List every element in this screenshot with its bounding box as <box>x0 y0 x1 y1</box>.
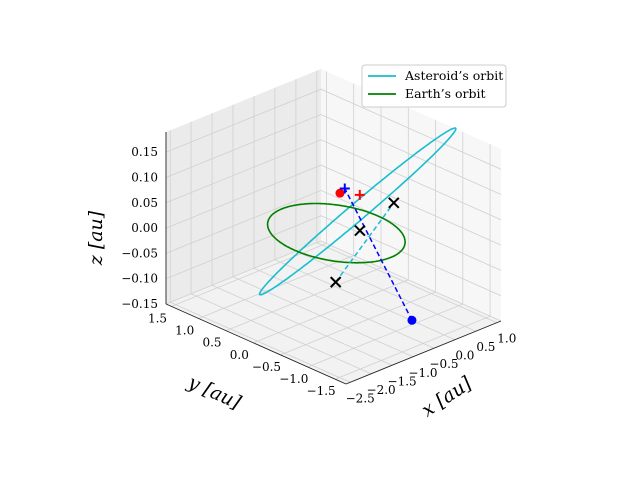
z-tick-label: 0.10 <box>131 171 158 185</box>
earth-target-marker <box>354 189 365 200</box>
legend-label-asteroid: Asteroid’s orbit <box>404 68 503 83</box>
grid-line-z <box>165 189 502 271</box>
z-axis-label: z [au] <box>85 210 107 266</box>
x-tick-label: −1.0 <box>408 366 437 380</box>
grid-line-z <box>165 114 502 195</box>
z-tick-label: −0.15 <box>121 297 158 311</box>
z-tick-label: 0.00 <box>131 221 158 235</box>
tick-labels: −2.5−2.0−1.5−1.0−0.50.00.51.0−1.5−1.0−0.… <box>121 145 516 405</box>
z-tick-label: 0.15 <box>131 145 158 159</box>
y-tick-label: 1.0 <box>175 324 194 338</box>
y-tick-label: 0.0 <box>230 348 249 362</box>
back-pane <box>166 69 321 304</box>
x-tick-label: −0.5 <box>429 357 458 371</box>
axes-lines <box>165 132 502 385</box>
plot-area <box>258 127 457 325</box>
grid-line-z <box>165 139 502 221</box>
x-tick-label: 0.5 <box>476 340 495 354</box>
y-axis-line <box>165 303 347 385</box>
y-axis-label: y [au] <box>184 371 245 414</box>
y-tick-label: −0.5 <box>252 360 281 374</box>
origin-marker-marker <box>354 224 366 237</box>
z-tick-label: −0.10 <box>121 272 158 286</box>
x-tick-label: −1.5 <box>388 374 417 388</box>
grid-line-z <box>165 240 502 322</box>
y-tick-label: −1.0 <box>279 372 308 386</box>
axes-panes <box>166 69 501 384</box>
y-tick-label: −1.5 <box>307 384 336 398</box>
x-tick-label: 1.0 <box>497 332 516 346</box>
earth-orbit-line <box>266 202 406 264</box>
y-tick-label: 1.5 <box>148 311 167 325</box>
asteroid-position-marker <box>339 183 350 194</box>
x-axis-line <box>345 320 502 385</box>
asteroid-orbit-line <box>258 127 457 296</box>
line-of-nodes <box>335 202 395 283</box>
z-tick-label: 0.05 <box>131 196 158 210</box>
legend-frame <box>361 64 507 108</box>
grid-line-z <box>165 215 502 297</box>
grid-line-z <box>165 88 502 170</box>
y-tick-label: 0.5 <box>202 336 221 350</box>
grid-line-z <box>165 164 502 246</box>
legend-label-earth: Earth’s orbit <box>405 86 486 101</box>
asteroid-node-ascending-marker <box>388 197 400 209</box>
floor-pane <box>166 241 501 384</box>
side-pane <box>321 69 501 321</box>
asteroid-lowest-marker <box>407 315 417 325</box>
earth-position-marker <box>335 188 345 198</box>
x-tick-label: −2.0 <box>367 383 396 397</box>
x-tick-label: −2.5 <box>346 391 375 405</box>
x-tick-label: 0.0 <box>455 349 474 363</box>
axes-grid <box>165 70 502 383</box>
asteroid-node-descending-marker <box>329 276 342 288</box>
legend: Asteroid’s orbit Earth’s orbit <box>361 64 507 108</box>
z-tick-label: −0.05 <box>121 246 158 260</box>
asteroid-depth-line <box>344 188 413 321</box>
